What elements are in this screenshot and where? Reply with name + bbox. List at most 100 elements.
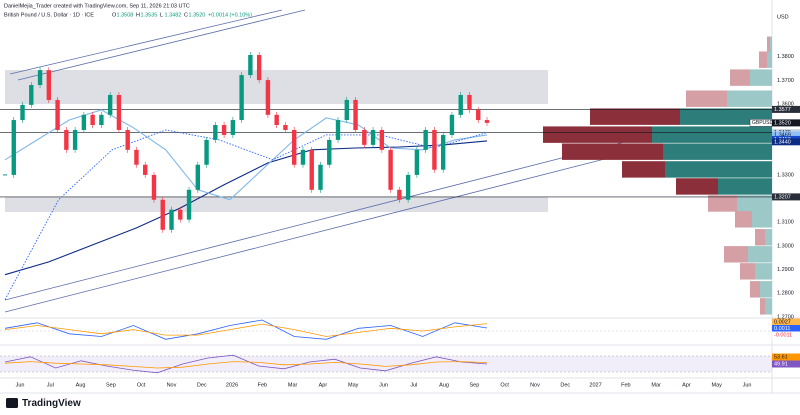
profile-down: [590, 108, 680, 125]
profile-up: [665, 161, 772, 178]
x-tick-label: Jul: [410, 382, 417, 388]
x-tick-label: Apr: [682, 382, 691, 388]
x-tick-label: Apr: [319, 382, 328, 388]
price-tag: [772, 353, 800, 361]
candle: [143, 164, 148, 175]
profile-up: [718, 178, 772, 195]
rsi-band: [0, 356, 772, 372]
profile-up: [663, 143, 772, 160]
rsi-ma-line: [4, 361, 488, 369]
profile-down: [622, 161, 665, 178]
candle: [37, 70, 43, 86]
x-tick-label: Dec: [560, 382, 570, 388]
candle: [256, 55, 262, 81]
ohlc-label: H: [136, 12, 140, 18]
profile-down: [755, 229, 765, 246]
candle: [186, 189, 192, 220]
profile-down: [750, 281, 760, 298]
candle: [370, 129, 376, 145]
ohlc-value: 1.3482: [165, 12, 182, 18]
candle: [388, 149, 393, 190]
x-tick-label: Nov: [167, 382, 177, 388]
x-tick-label: Mar: [651, 382, 661, 388]
candle: [20, 104, 25, 121]
y-tick-label: 1.3800: [777, 54, 794, 60]
supply-zone: [5, 70, 548, 104]
price-tag: [772, 193, 800, 201]
rsi-line: [4, 354, 488, 374]
x-tick-label: 2026: [226, 382, 238, 388]
candle: [484, 120, 490, 123]
profile-up: [765, 298, 772, 315]
profile-down: [543, 126, 652, 143]
profile-down: [767, 36, 770, 53]
candle: [64, 129, 69, 150]
x-tick-label: Sep: [469, 382, 479, 388]
profile-down: [760, 298, 765, 315]
ohlc-value: 1.3535: [141, 12, 158, 18]
currency: USD: [777, 14, 789, 20]
y-tick-label: 1.3300: [777, 172, 794, 178]
price-tag: [772, 318, 800, 326]
candle: [107, 94, 113, 115]
price-tag: [772, 331, 800, 339]
x-tick-label: Nov: [530, 382, 540, 388]
price-tag-label: 49.91: [774, 361, 788, 367]
candle: [335, 120, 341, 140]
candle: [72, 129, 78, 150]
candle: [432, 129, 437, 170]
profile-down: [740, 263, 755, 280]
x-tick-label: Jun: [16, 382, 25, 388]
x-tick-label: Feb: [621, 382, 630, 388]
profile-up: [767, 51, 772, 68]
price-tag-label: 0.0027: [774, 319, 791, 325]
y-tick-label: 1.3100: [777, 220, 794, 226]
price-tag-label: 1.3520: [774, 120, 791, 126]
candle: [414, 149, 420, 175]
candle: [160, 199, 165, 230]
macd-line: [4, 319, 488, 340]
price-tag: [772, 360, 800, 368]
price-tag-label: 1.3440: [774, 139, 791, 145]
candle: [476, 109, 481, 121]
candle: [178, 209, 183, 220]
x-tick-label: May: [348, 382, 359, 388]
candle: [265, 80, 271, 115]
candle: [274, 114, 279, 126]
logo-icon: [6, 398, 18, 408]
x-tick-label: Aug: [439, 382, 449, 388]
channel-line: [4, 149, 641, 313]
signal-line: [4, 323, 488, 337]
candle: [283, 125, 288, 130]
candle: [458, 94, 463, 115]
price-tag-label: 53.61: [774, 354, 788, 360]
candle: [405, 174, 411, 200]
candle: [230, 120, 236, 135]
profile-down: [759, 51, 767, 68]
candle: [204, 139, 209, 165]
profile-down: [724, 246, 748, 263]
profile-up: [680, 108, 772, 125]
candle: [169, 209, 174, 230]
price-tag: [772, 131, 800, 139]
profile-up: [737, 195, 772, 212]
profile-up: [750, 69, 772, 86]
profile-down: [730, 69, 750, 86]
price-tag: [772, 138, 800, 146]
candle: [379, 129, 385, 150]
logo: TradingView: [22, 398, 81, 409]
y-tick-label: 1.2800: [777, 291, 794, 297]
candle: [440, 134, 446, 170]
candle: [3, 174, 7, 176]
candle: [195, 164, 200, 190]
candle: [239, 75, 244, 121]
x-tick-label: Feb: [258, 382, 267, 388]
profile-up: [748, 246, 772, 263]
price-tag-label: -0.0011: [774, 332, 792, 338]
profile-up: [770, 36, 772, 53]
price-tag-label: 1.3207: [774, 194, 791, 200]
candle: [46, 70, 52, 100]
profile-down: [562, 143, 663, 160]
candle: [318, 164, 323, 190]
ohlc-label: O: [112, 12, 117, 18]
